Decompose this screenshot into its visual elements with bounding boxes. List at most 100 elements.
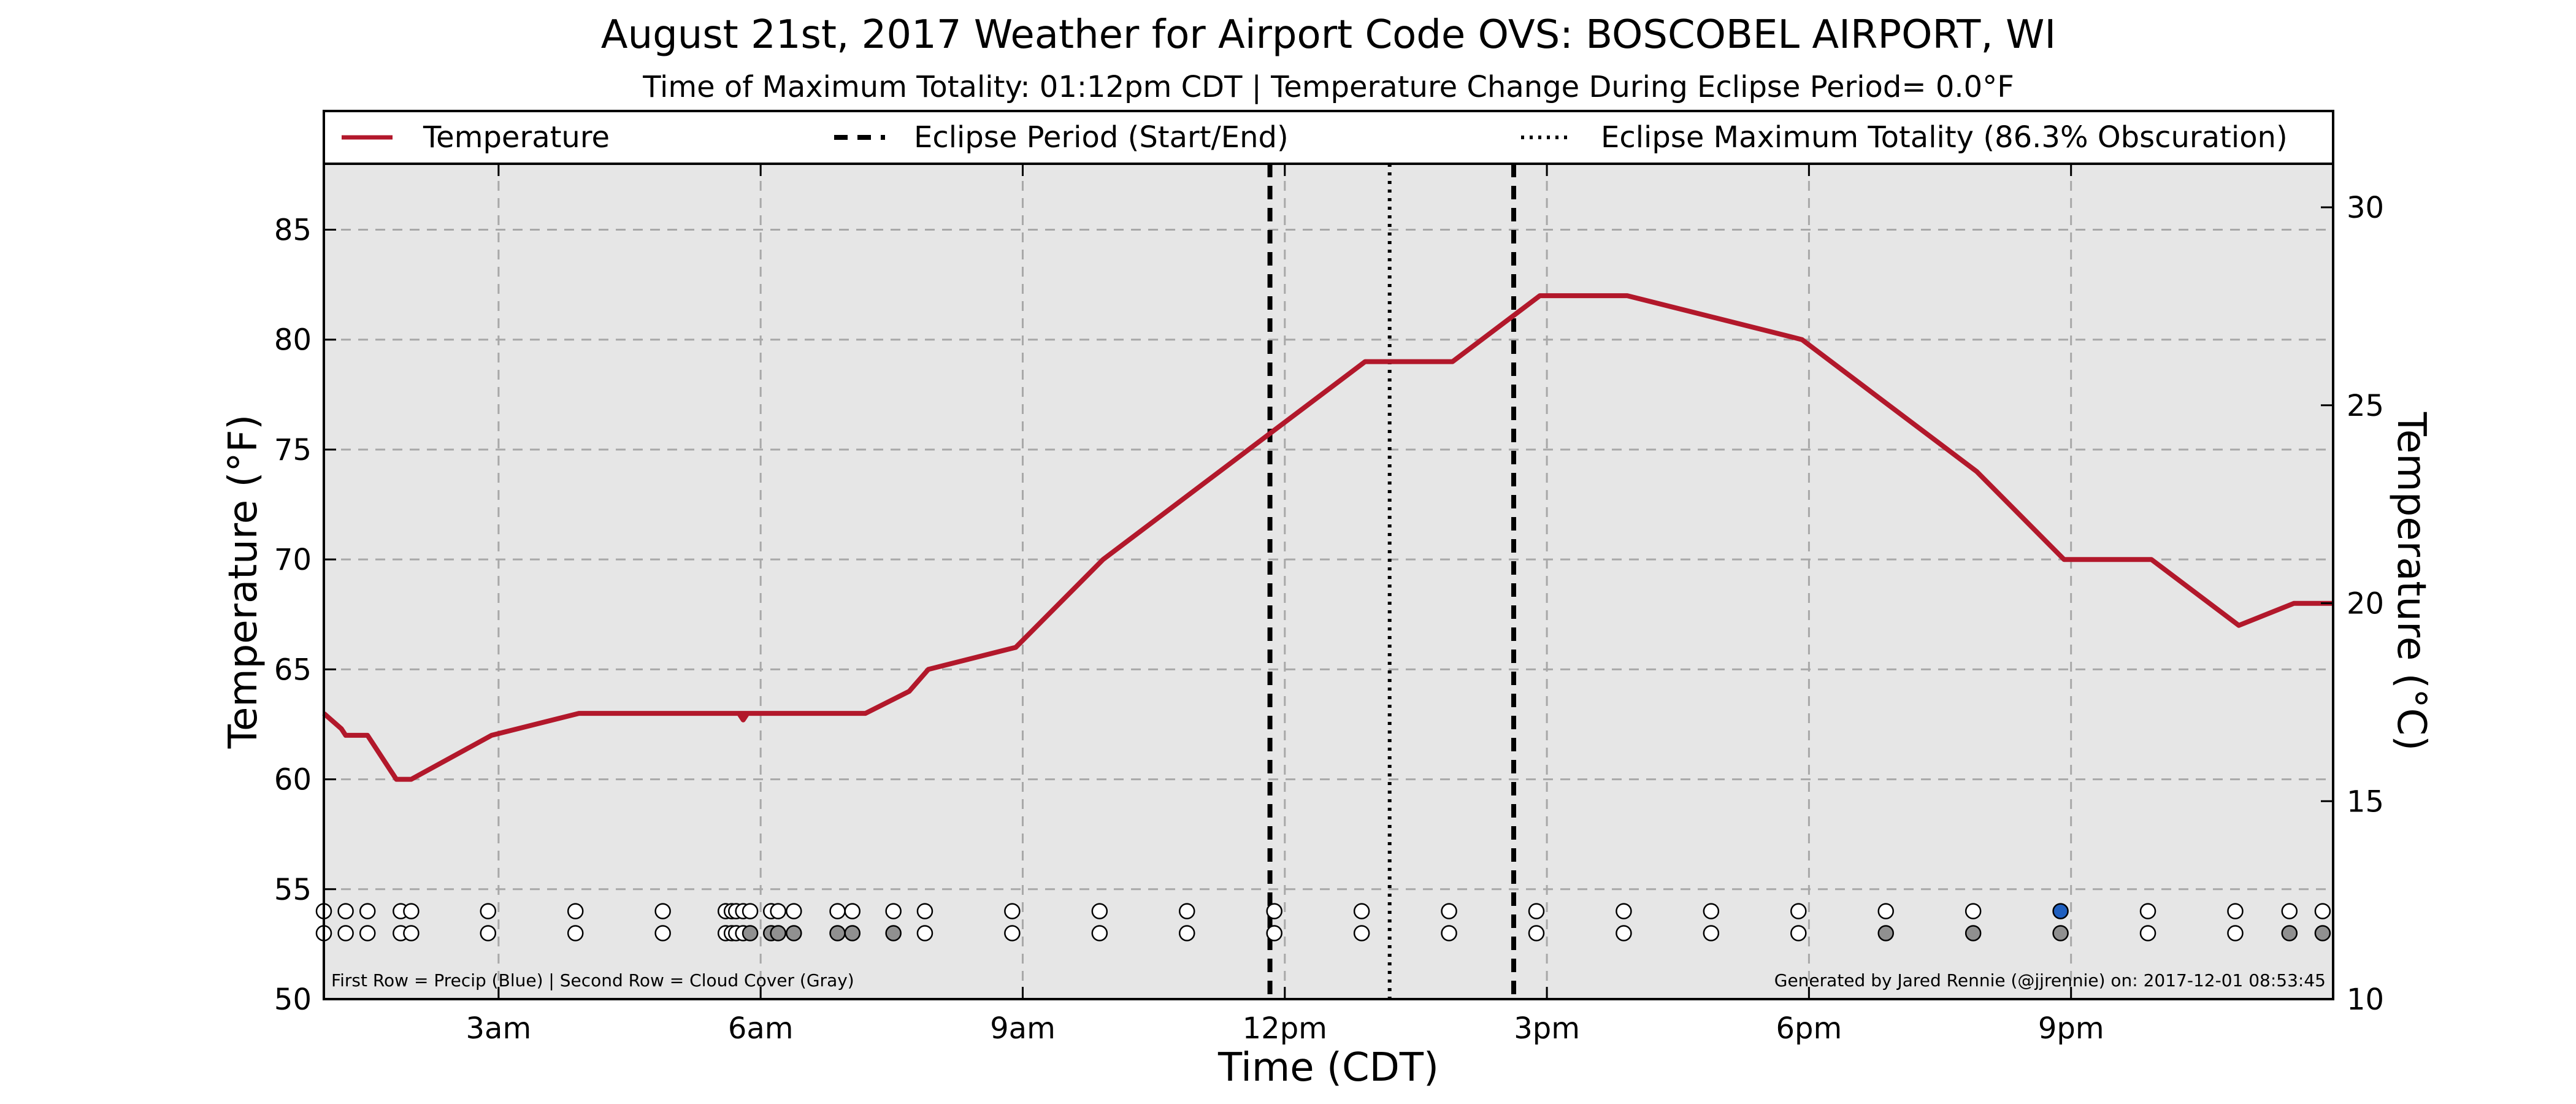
plot-frame [323, 163, 2334, 1000]
x-tick-label: 3pm [1514, 1011, 1580, 1046]
weather-indicator-dots [315, 903, 2331, 941]
cloud-dot [1877, 925, 1894, 941]
precip-dot [359, 903, 376, 919]
cloud-dot [2227, 925, 2244, 941]
cloud-dot [1353, 925, 1370, 941]
precip-dot [1353, 903, 1370, 919]
precip-dot [2314, 903, 2331, 919]
cloud-dot [1616, 925, 1632, 941]
x-tick-label: 12pm [1243, 1011, 1327, 1046]
cloud-dot [1266, 925, 1282, 941]
eclipse-markers [1267, 164, 1516, 999]
precip-dot [829, 903, 846, 919]
cloud-dot [1528, 925, 1545, 941]
cloud-dot [742, 925, 759, 941]
cloud-dot [1004, 925, 1021, 941]
cloud-dot [359, 925, 376, 941]
precip-dot [2227, 903, 2244, 919]
cloud-dot [844, 925, 861, 941]
y-tick-label: 60 [274, 763, 312, 797]
y-tick-label: 75 [274, 433, 312, 467]
cloud-dot [1965, 925, 1982, 941]
cloud-dot [829, 925, 846, 941]
precip-dot [844, 903, 861, 919]
gridlines [324, 164, 2333, 999]
cloud-dot [480, 925, 497, 941]
y-tick-label: 55 [274, 873, 312, 907]
x-tick-label: 3am [466, 1011, 532, 1046]
y-tick-label: 80 [274, 323, 312, 358]
precip-dot [742, 903, 759, 919]
cloud-dot [403, 925, 420, 941]
cloud-dot [2052, 925, 2069, 941]
precip-dot [1616, 903, 1632, 919]
precip-dot [1965, 903, 1982, 919]
precip-dot [1091, 903, 1108, 919]
precip-dot [2281, 903, 2298, 919]
precip-dot [2052, 903, 2069, 919]
x-axis-label: Time (CDT) [1217, 1045, 1439, 1091]
cloud-dot [885, 925, 902, 941]
y-tick-label-right: 25 [2347, 389, 2384, 423]
y-tick-label-right: 30 [2347, 191, 2384, 225]
precip-dot [567, 903, 584, 919]
precip-dot [480, 903, 497, 919]
precip-dot [1790, 903, 1807, 919]
legend-label-eclipse-max: Eclipse Maximum Totality (86.3% Obscurat… [1601, 120, 2288, 155]
y-tick-label: 70 [274, 543, 312, 577]
cloud-dot [2314, 925, 2331, 941]
legend-label-eclipse-period: Eclipse Period (Start/End) [914, 120, 1289, 155]
precip-dot [337, 903, 354, 919]
precip-dot [786, 903, 802, 919]
precip-dot [885, 903, 902, 919]
cloud-dot [654, 925, 671, 941]
cloud-dot [1703, 925, 1720, 941]
precip-dot [1179, 903, 1195, 919]
legend-label-temperature: Temperature [423, 120, 610, 155]
precip-dot [1266, 903, 1282, 919]
axis-ticks: 3am 6am 9am 12pm 3pm 6pm 9pm 50 55 60 65 70 75 80 85 10… [274, 164, 2384, 1046]
x-tick-label: 6pm [1776, 1011, 1842, 1046]
precip-dot [770, 903, 786, 919]
legend-box [323, 110, 2334, 165]
precip-dot [2139, 903, 2156, 919]
y-tick-label: 65 [274, 653, 312, 687]
cloud-dot [2281, 925, 2298, 941]
y-tick-label-right: 15 [2347, 784, 2384, 819]
x-tick-label: 6am [728, 1011, 794, 1046]
y-tick-label-right: 20 [2347, 587, 2384, 621]
cloud-dot [770, 925, 786, 941]
precip-dot [1877, 903, 1894, 919]
cloud-dot [1091, 925, 1108, 941]
precip-dot [1004, 903, 1021, 919]
y-tick-label: 85 [274, 213, 312, 248]
chart-subtitle: Time of Maximum Totality: 01:12pm CDT | … [642, 70, 2014, 104]
temperature-series [322, 293, 2333, 782]
precip-dot [916, 903, 933, 919]
precip-dot [1441, 903, 1457, 919]
precip-dot [654, 903, 671, 919]
y-axis-label: Temperature (°F) [221, 415, 266, 749]
precip-dot [1703, 903, 1720, 919]
cloud-dot [1790, 925, 1807, 941]
y-axis-label-right: Temperature (°C) [2388, 412, 2434, 751]
chart-title: August 21st, 2017 Weather for Airport Co… [601, 12, 2056, 58]
footnote-left: First Row = Precip (Blue) | Second Row =… [331, 970, 854, 991]
cloud-dot [337, 925, 354, 941]
plot-area [324, 164, 2333, 999]
footnote-right: Generated by Jared Rennie (@jjrennie) on… [1774, 970, 2326, 991]
y-tick-label-right: 10 [2347, 983, 2384, 1017]
precip-dot [1528, 903, 1545, 919]
cloud-dot [567, 925, 584, 941]
x-tick-label: 9pm [2038, 1011, 2104, 1046]
cloud-dot [2139, 925, 2156, 941]
cloud-dot [916, 925, 933, 941]
cloud-dot [1441, 925, 1457, 941]
cloud-dot [786, 925, 802, 941]
cloud-dot [1179, 925, 1195, 941]
x-tick-label: 9am [990, 1011, 1056, 1046]
precip-dot [403, 903, 420, 919]
series-line-temperature [322, 293, 2333, 782]
y-tick-label: 50 [274, 983, 312, 1017]
